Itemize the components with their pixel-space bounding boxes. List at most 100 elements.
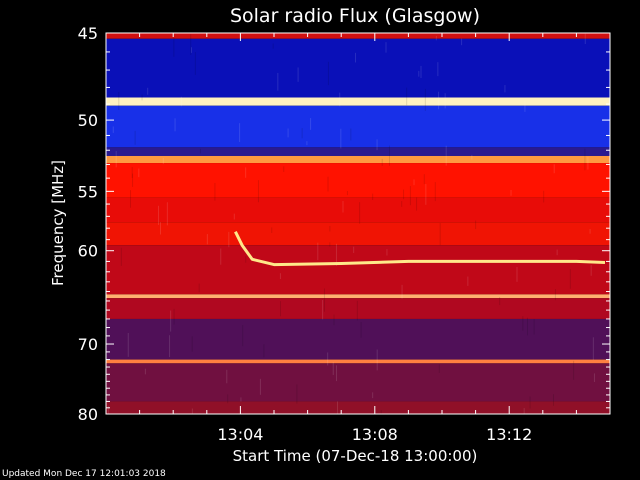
updated-timestamp: Updated Mon Dec 17 12:01:03 2018	[2, 469, 166, 479]
x-axis-label: Start Time (07-Dec-18 13:00:00)	[233, 447, 478, 465]
noise-streak	[401, 284, 403, 299]
noise-streak	[134, 130, 136, 145]
y-tick-label: 45	[78, 24, 98, 43]
noise-streak	[245, 167, 247, 178]
noise-streak	[329, 242, 331, 247]
noise-streak	[130, 190, 132, 208]
noise-streak	[335, 365, 337, 382]
noise-streak	[353, 246, 355, 253]
frequency-band-10	[106, 245, 610, 295]
noise-streak	[271, 227, 273, 234]
noise-streak	[329, 225, 331, 232]
noise-streak	[380, 410, 382, 414]
noise-streak	[346, 190, 348, 196]
noise-streak	[461, 38, 463, 46]
noise-streak	[227, 394, 229, 404]
noise-streak	[174, 118, 176, 132]
noise-streak	[569, 268, 571, 289]
frequency-bands	[106, 33, 610, 414]
noise-streak	[191, 408, 193, 414]
noise-streak	[510, 190, 512, 196]
noise-streak	[220, 248, 222, 265]
noise-streak	[342, 200, 344, 213]
noise-streak	[280, 301, 282, 317]
frequency-band-1	[106, 33, 610, 39]
noise-streak	[173, 37, 175, 57]
noise-streak	[356, 300, 358, 321]
noise-streak	[590, 265, 592, 276]
noise-streak	[242, 325, 244, 347]
noise-streak	[272, 43, 274, 49]
noise-streak	[173, 308, 175, 325]
y-tick-label: 55	[78, 182, 98, 201]
noise-streak	[191, 336, 193, 352]
noise-streak	[158, 205, 160, 225]
noise-streak	[147, 87, 149, 95]
noise-streak	[573, 360, 575, 380]
noise-streak	[533, 319, 535, 335]
noise-streak	[317, 242, 319, 261]
frequency-band-8	[106, 197, 610, 223]
noise-streak	[589, 229, 591, 234]
noise-streak	[199, 148, 201, 154]
noise-streak	[239, 123, 241, 143]
noise-streak	[437, 62, 439, 77]
noise-streak	[401, 201, 403, 207]
y-axis-label: Frequency [MHz]	[49, 160, 67, 286]
noise-streak	[388, 145, 390, 166]
noise-streak	[424, 88, 426, 111]
noise-streak	[257, 180, 259, 203]
noise-streak	[553, 164, 555, 174]
y-tick-label: 60	[78, 242, 98, 261]
noise-streak	[107, 405, 109, 414]
frequency-band-14	[106, 359, 610, 364]
frequency-band-12	[106, 298, 610, 319]
x-tick-label: 13:08	[352, 425, 398, 444]
noise-streak	[283, 166, 285, 172]
y-tick-label: 50	[78, 111, 98, 130]
noise-streak	[166, 202, 168, 226]
noise-streak	[406, 87, 408, 106]
noise-streak	[340, 128, 342, 149]
x-tick-label: 13:04	[217, 425, 263, 444]
spectrogram-plot-area	[106, 33, 610, 414]
x-axis: 13:04 13:08 13:12	[139, 33, 577, 444]
noise-streak	[169, 335, 171, 358]
noise-streak	[444, 93, 446, 109]
noise-streak	[359, 202, 361, 224]
noise-streak	[409, 186, 411, 206]
noise-streak	[333, 314, 335, 326]
noise-streak	[190, 34, 192, 55]
noise-streak	[516, 267, 518, 282]
noise-streak	[413, 179, 415, 186]
noise-streak	[556, 249, 558, 256]
noise-streak	[118, 91, 120, 110]
noise-streak	[354, 52, 356, 63]
y-tick-label: 70	[78, 335, 98, 354]
noise-streak	[141, 94, 143, 101]
noise-streak	[584, 148, 586, 171]
noise-streak	[144, 368, 146, 375]
noise-streak	[386, 249, 388, 256]
noise-streak	[416, 197, 418, 211]
noise-streak	[339, 92, 341, 107]
noise-streak	[310, 118, 312, 130]
noise-streak	[159, 222, 161, 235]
noise-streak	[277, 72, 279, 91]
noise-streak	[360, 322, 362, 338]
noise-texture	[106, 33, 595, 414]
noise-streak	[337, 401, 339, 414]
noise-streak	[115, 151, 117, 168]
noise-streak	[381, 158, 383, 166]
noise-streak	[529, 396, 531, 409]
noise-streak	[245, 256, 247, 263]
noise-streak	[327, 61, 329, 86]
noise-streak	[214, 182, 216, 201]
noise-streak	[504, 85, 506, 93]
noise-streak	[350, 128, 352, 141]
noise-streak	[332, 362, 334, 375]
noise-streak	[554, 289, 556, 301]
noise-streak	[170, 310, 172, 332]
noise-streak	[523, 408, 525, 414]
noise-streak	[376, 349, 378, 371]
